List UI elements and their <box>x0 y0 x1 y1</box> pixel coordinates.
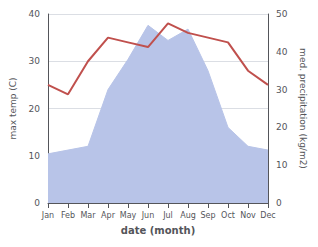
svg-text:Sep: Sep <box>200 211 215 220</box>
svg-text:Jan: Jan <box>41 211 54 220</box>
svg-text:40: 40 <box>276 47 288 57</box>
svg-text:med. precipitation (kg/m2): med. precipitation (kg/m2) <box>298 48 308 169</box>
svg-text:10: 10 <box>29 151 41 161</box>
svg-text:20: 20 <box>276 122 288 132</box>
svg-text:10: 10 <box>276 160 288 170</box>
svg-text:max temp (C): max temp (C) <box>8 77 18 139</box>
svg-text:Nov: Nov <box>240 211 256 220</box>
svg-text:Oct: Oct <box>221 211 235 220</box>
svg-text:30: 30 <box>276 85 288 95</box>
svg-text:0: 0 <box>276 198 282 208</box>
svg-text:30: 30 <box>29 56 41 66</box>
svg-text:May: May <box>120 211 137 220</box>
svg-text:50: 50 <box>276 9 288 19</box>
svg-text:date (month): date (month) <box>121 225 195 236</box>
svg-text:Aug: Aug <box>180 211 196 220</box>
svg-text:Mar: Mar <box>80 211 96 220</box>
svg-text:40: 40 <box>29 9 41 19</box>
svg-text:Feb: Feb <box>61 211 75 220</box>
svg-text:Jul: Jul <box>162 211 173 220</box>
svg-text:0: 0 <box>34 198 40 208</box>
svg-text:Jun: Jun <box>141 211 155 220</box>
svg-text:Dec: Dec <box>260 211 275 220</box>
svg-text:20: 20 <box>29 104 41 114</box>
svg-text:Apr: Apr <box>101 211 116 220</box>
